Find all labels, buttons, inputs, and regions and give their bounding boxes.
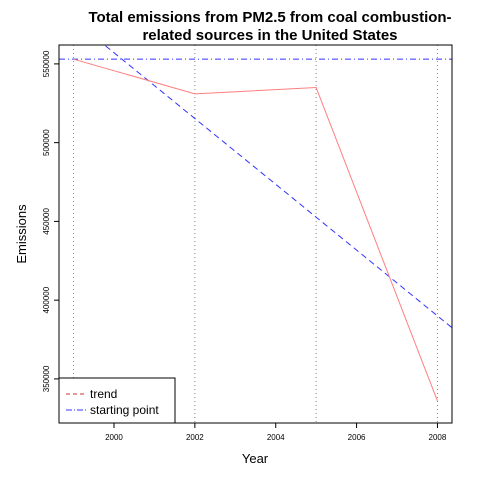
x-tick-label-2006: 2006 [348,433,366,442]
x-tick-label-2008: 2008 [429,433,447,442]
x-tick-label-2000: 2000 [105,433,123,442]
plot-frame [58,44,453,424]
x-tick-label-2004: 2004 [267,433,285,442]
trend-line [103,45,452,329]
x-axis-ticks: 2000 2002 2004 2006 2008 [105,423,447,442]
y-axis-ticks: 350000 400000 450000 500000 550000 [42,50,59,392]
vertical-reference-lines [73,45,438,423]
y-tick-label-500000: 500000 [42,129,51,156]
chart-title-line-1: Total emissions from PM2.5 from coal com… [88,9,451,26]
legend-label-trend: trend [90,387,117,401]
y-tick-label-400000: 400000 [42,286,51,313]
y-axis-label: Emissions [14,204,29,264]
legend: trend starting point [58,377,176,424]
chart-title-line-2: related sources in the United States [142,27,397,44]
reference-lines [59,45,452,329]
y-tick-label-350000: 350000 [42,365,51,392]
y-tick-label-450000: 450000 [42,208,51,235]
legend-box [58,377,176,424]
legend-label-starting-point: starting point [90,403,159,417]
series-line-0 [73,58,438,402]
data-series [73,58,438,402]
y-tick-label-550000: 550000 [42,50,51,77]
x-axis-label: Year [242,451,269,466]
x-tick-label-2002: 2002 [186,433,204,442]
